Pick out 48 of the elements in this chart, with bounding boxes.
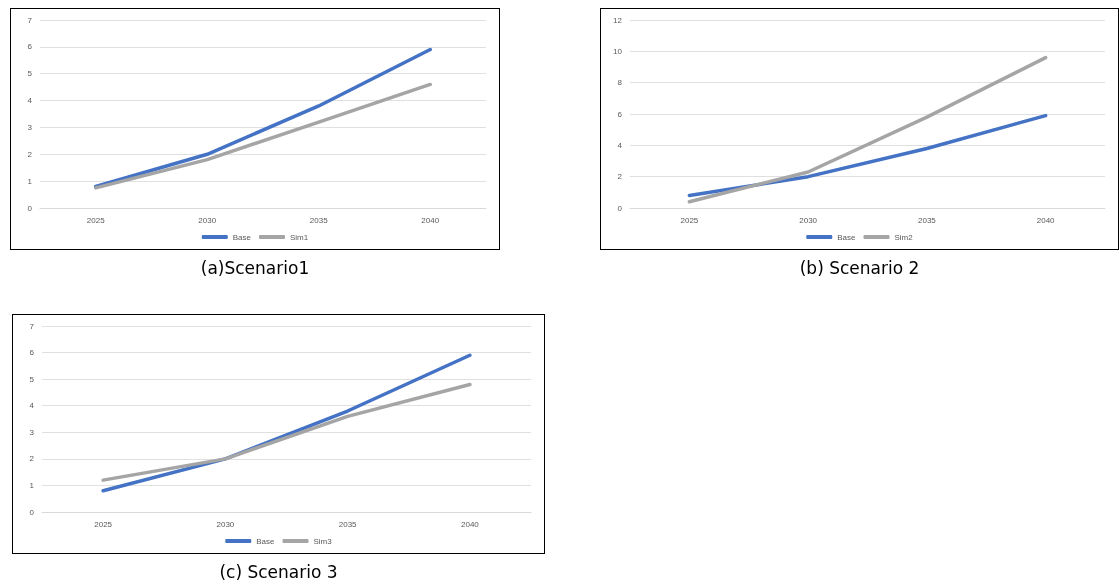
y-tick-label: 0 [29,507,35,517]
y-tick-label: 1 [27,176,33,186]
line-series [94,47,432,189]
y-tick-label: 7 [29,321,35,331]
line-series [94,82,432,190]
legend-label: Sim1 [290,232,309,242]
legend-label: Base [256,536,276,546]
y-tick-label: 1 [29,480,35,490]
legend-label: Sim3 [313,536,333,546]
y-tick-label: 2 [27,149,33,159]
x-tick-label: 2035 [309,215,329,225]
y-tick-label: 6 [617,109,623,119]
x-tick-label: 2030 [216,519,235,529]
legend-label: Base [232,232,252,242]
line-series [687,55,1048,204]
x-tick-label: 2040 [1036,215,1056,225]
y-tick-label: 2 [29,454,35,464]
y-tick-label: 6 [27,42,33,52]
legend-label: Base [837,232,857,242]
x-tick-label: 2035 [917,215,937,225]
y-tick-label: 0 [27,203,33,213]
y-tick-label: 5 [29,374,35,384]
text: (c) Scenario 3 [219,561,338,582]
y-tick-label: 4 [29,401,35,411]
legend-label: Sim2 [894,232,914,242]
y-tick-label: 6 [29,348,35,358]
x-tick-label: 2025 [86,215,106,225]
y-tick-label: 3 [27,122,33,132]
x-tick-label: 2025 [680,215,699,225]
x-tick-label: 2025 [94,519,113,529]
x-tick-label: 2035 [338,519,358,529]
line-series [101,382,472,482]
y-tick-label: 8 [617,78,623,88]
y-tick-label: 4 [617,140,623,150]
y-tick-label: 7 [27,15,33,25]
y-tick-label: 12 [613,15,623,25]
text: (b) Scenario 2 [799,257,920,278]
y-tick-label: 0 [617,203,623,213]
x-tick-label: 2040 [421,215,440,225]
y-tick-label: 10 [613,46,623,56]
y-tick-label: 4 [27,96,33,106]
x-tick-label: 2040 [460,519,480,529]
text: (a)Scenario1 [200,257,310,278]
x-tick-label: 2030 [198,215,217,225]
y-tick-label: 5 [27,69,33,79]
y-tick-label: 3 [29,427,35,437]
x-tick-label: 2030 [799,215,818,225]
y-tick-label: 2 [617,172,623,182]
